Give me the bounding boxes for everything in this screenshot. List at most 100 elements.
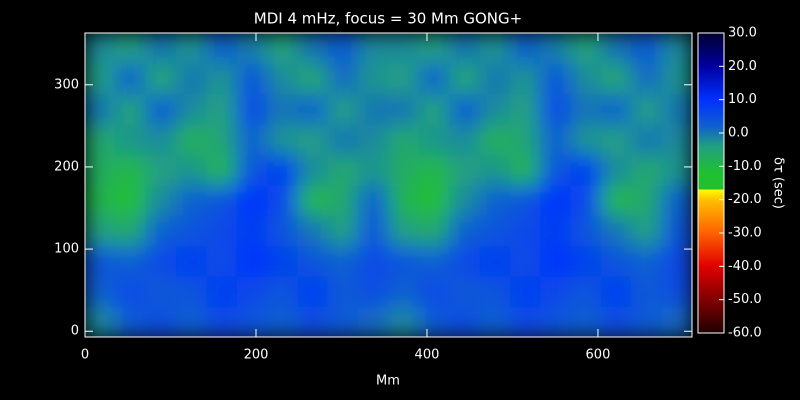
heatmap-cell <box>297 63 329 95</box>
heatmap-cell <box>236 215 268 247</box>
y-tick-label: 300 <box>54 77 79 92</box>
heatmap-cell <box>327 276 359 308</box>
heatmap-cell <box>388 215 420 247</box>
heatmap-cell <box>509 33 541 64</box>
heatmap-cell <box>479 245 511 277</box>
heatmap-cell <box>358 185 389 216</box>
heatmap-cell <box>509 93 541 125</box>
heatmap-cell <box>358 93 389 125</box>
heatmap-cell <box>236 245 268 277</box>
heatmap-cell <box>115 124 147 156</box>
heatmap-cell <box>145 124 177 156</box>
heatmap-cell <box>297 124 329 156</box>
heatmap-cell <box>600 63 632 95</box>
heatmap-cell <box>600 185 632 216</box>
heatmap-cell <box>327 215 359 247</box>
heatmap-cell <box>570 306 602 338</box>
heatmap-cell <box>115 276 147 308</box>
heatmap-cell <box>661 245 693 277</box>
heatmap-cell <box>85 306 116 338</box>
heatmap-cell <box>631 276 663 308</box>
heatmap-cell <box>540 33 572 64</box>
heatmap-cell <box>206 276 238 308</box>
heatmap-cell <box>115 63 147 95</box>
heatmap-cell <box>176 33 207 64</box>
heatmap-cell <box>509 63 541 95</box>
heatmap-cell <box>449 33 481 64</box>
heatmap-cell <box>631 306 663 338</box>
heatmap-cell <box>418 276 450 308</box>
heatmap-cell <box>85 154 116 186</box>
heatmap-cell <box>358 306 389 338</box>
heatmap-cell <box>479 93 511 125</box>
heatmap-cell <box>297 306 329 338</box>
heatmap-cell <box>85 63 116 95</box>
heatmap-cell <box>358 124 389 156</box>
heatmap-cell <box>449 124 481 156</box>
heatmap-cell <box>236 185 268 216</box>
heatmap-cell <box>449 185 481 216</box>
heatmap-cell <box>176 215 207 247</box>
heatmap-cell <box>297 93 329 125</box>
heatmap-cell <box>236 124 268 156</box>
heatmap-cell <box>267 276 298 308</box>
heatmap-cell <box>570 63 602 95</box>
heatmap-cell <box>509 245 541 277</box>
heatmap-cell <box>479 33 511 64</box>
chart-title: MDI 4 mHz, focus = 30 Mm GONG+ <box>254 10 522 28</box>
heatmap-cell <box>206 124 238 156</box>
heatmap-cell <box>236 276 268 308</box>
heatmap-cell <box>479 124 511 156</box>
heatmap-cell <box>327 185 359 216</box>
heatmap-cell <box>661 185 693 216</box>
heatmap-cell <box>631 215 663 247</box>
heatmap-cell <box>297 276 329 308</box>
heatmap-cell <box>176 276 207 308</box>
heatmap-cell <box>570 33 602 64</box>
heatmap-cell <box>327 33 359 64</box>
heatmap-cell <box>631 124 663 156</box>
heatmap-cell <box>145 215 177 247</box>
heatmap-cell <box>449 154 481 186</box>
heatmap-cell <box>327 306 359 338</box>
y-tick-label: 200 <box>54 159 79 174</box>
heatmap-cell <box>115 185 147 216</box>
heatmap-cell <box>600 306 632 338</box>
heatmap-cell <box>570 154 602 186</box>
heatmap-cell <box>297 185 329 216</box>
heatmap-cell <box>267 63 298 95</box>
heatmap-cell <box>449 215 481 247</box>
heatmap-cell <box>388 306 420 338</box>
heatmap-cell <box>297 154 329 186</box>
heatmap-cell <box>145 154 177 186</box>
heatmap-cell <box>327 245 359 277</box>
heatmap-cell <box>267 93 298 125</box>
heatmap-cell <box>176 245 207 277</box>
colorbar-label: δτ (sec) <box>771 157 786 209</box>
heatmap-cell <box>236 306 268 338</box>
heatmap-cell <box>540 306 572 338</box>
heatmap-cell <box>358 245 389 277</box>
heatmap-cell <box>388 93 420 125</box>
heatmap-cell <box>267 245 298 277</box>
heatmap-cell <box>297 215 329 247</box>
heatmap-cell <box>540 245 572 277</box>
colorbar-tick-label: 20.0 <box>728 59 757 74</box>
heatmap-cell <box>540 154 572 186</box>
heatmap-cell <box>115 33 147 64</box>
heatmap-cell <box>631 63 663 95</box>
heatmap-cell <box>418 124 450 156</box>
heatmap-cell <box>661 33 693 64</box>
heatmap-cell <box>418 93 450 125</box>
heatmap-cell <box>388 124 420 156</box>
heatmap-cell <box>206 306 238 338</box>
heatmap-cell <box>388 33 420 64</box>
heatmap-cell <box>176 124 207 156</box>
colorbar-tick-label: -20.0 <box>728 192 762 207</box>
heatmap-cell <box>236 93 268 125</box>
heatmap-cell <box>85 185 116 216</box>
colorbar-tick-label: 30.0 <box>728 26 757 41</box>
heatmap-cell <box>115 306 147 338</box>
heatmap-cell <box>540 215 572 247</box>
